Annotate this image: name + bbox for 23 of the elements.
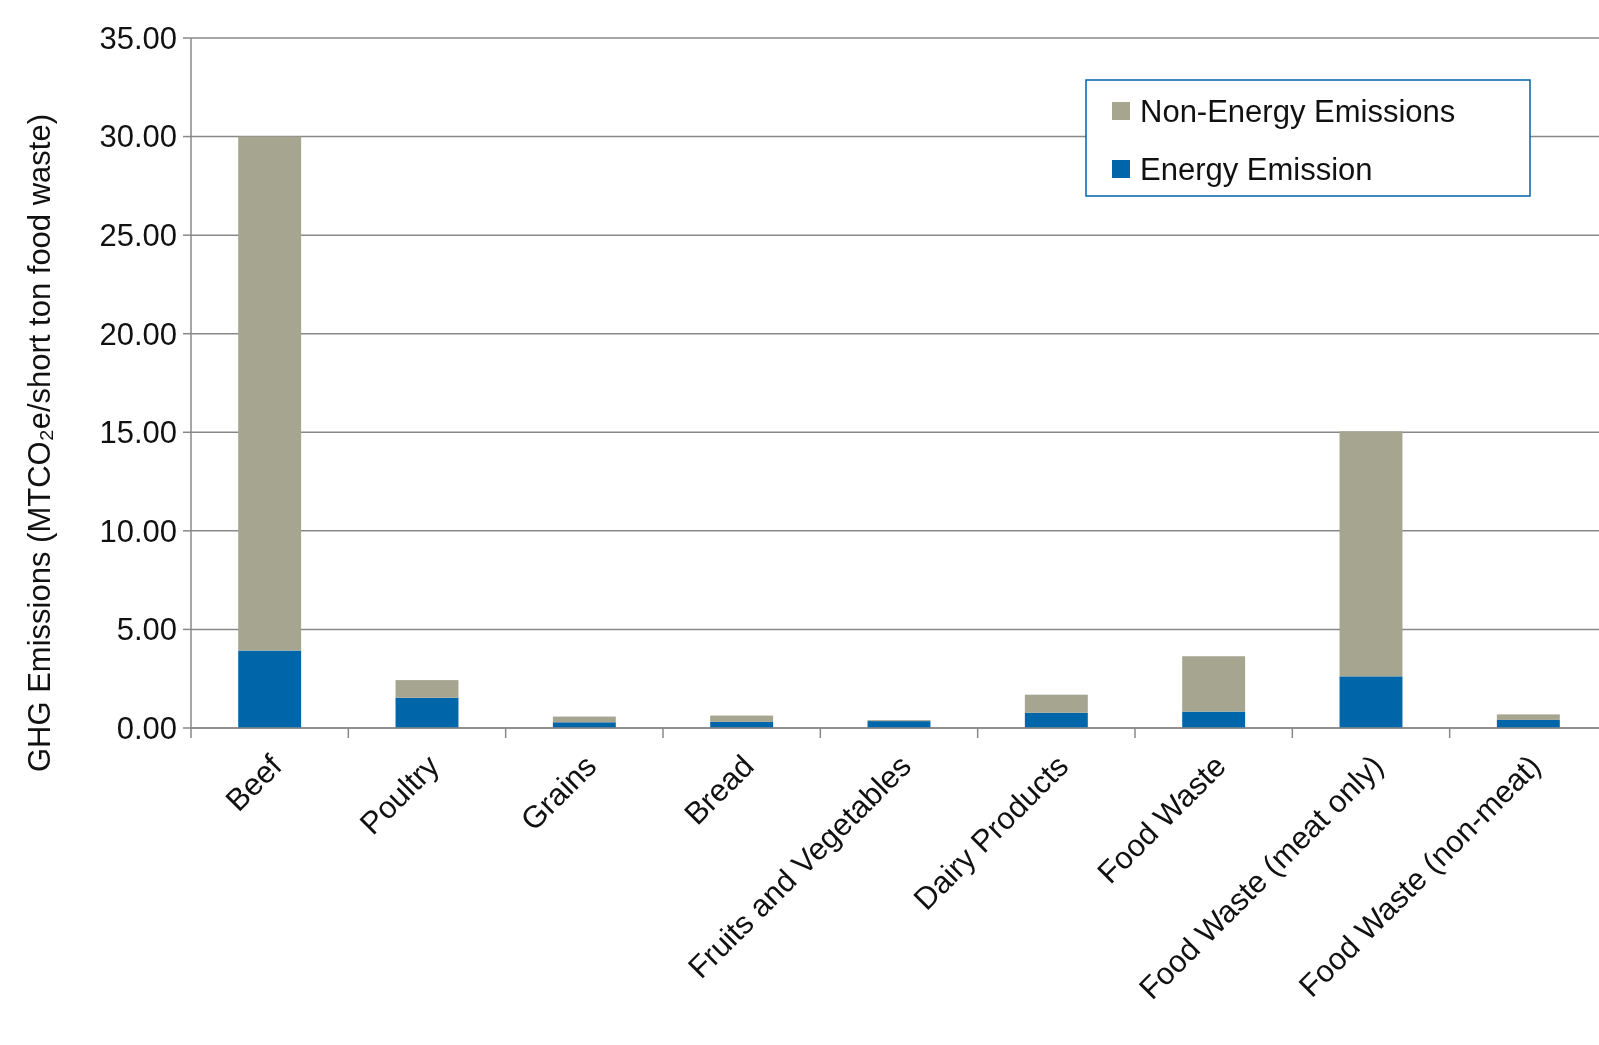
legend-label: Non-Energy Emissions	[1140, 93, 1456, 129]
y-tick-label: 25.00	[99, 217, 177, 253]
bar	[395, 697, 459, 728]
bar	[238, 650, 302, 728]
bar	[1182, 711, 1246, 728]
y-tick-label: 35.00	[99, 20, 177, 56]
bar	[1339, 676, 1403, 728]
bar	[1496, 714, 1560, 720]
y-axis-title: GHG Emissions (MTCO₂e/short ton food waste)	[22, 113, 57, 773]
bar	[1024, 712, 1088, 728]
bar	[395, 680, 459, 698]
bar	[1024, 694, 1088, 713]
y-tick-label: 30.00	[99, 119, 177, 155]
legend-label: Energy Emission	[1140, 151, 1373, 187]
y-tick-label: 5.00	[116, 612, 177, 648]
y-tick-label: 0.00	[116, 710, 177, 746]
bar	[1182, 656, 1246, 712]
y-tick-label: 15.00	[99, 415, 177, 451]
bar	[238, 136, 302, 651]
bar	[1339, 431, 1403, 677]
y-tick-label: 10.00	[99, 513, 177, 549]
y-tick-label: 20.00	[99, 316, 177, 352]
bar	[710, 715, 774, 722]
